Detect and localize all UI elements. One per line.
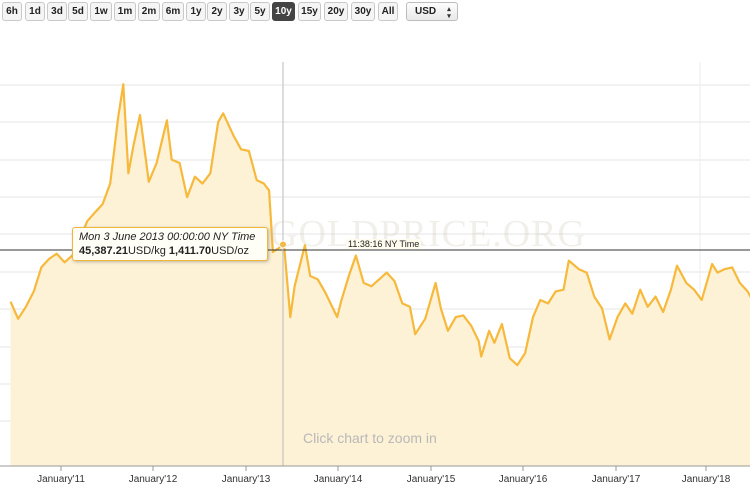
range-button-6h[interactable]: 6h — [2, 2, 22, 21]
zoom-hint: Click chart to zoom in — [303, 430, 437, 446]
x-tick-label: January'13 — [222, 474, 271, 485]
range-button-1m[interactable]: 1m — [114, 2, 136, 21]
watermark: GOLDPRICE.ORG — [270, 213, 586, 255]
range-button-6m[interactable]: 6m — [162, 2, 184, 21]
x-tick-label: January'17 — [592, 474, 641, 485]
currency-select[interactable]: USD ▴▾ — [406, 2, 458, 21]
price-area — [10, 84, 750, 466]
currency-value: USD — [415, 6, 437, 17]
gold-price-chart[interactable]: January'11 January'12 January'13 January'14… — [0, 26, 750, 500]
range-button-1y[interactable]: 1y — [186, 2, 206, 21]
range-button-3y[interactable]: 3y — [229, 2, 249, 21]
x-tick-label: January'11 — [37, 474, 85, 485]
range-button-1w[interactable]: 1w — [90, 2, 112, 21]
range-button-2m[interactable]: 2m — [138, 2, 160, 21]
range-button-5d[interactable]: 5d — [68, 2, 88, 21]
tooltip-values: 45,387.21USD/kg 1,411.70USD/oz — [79, 245, 261, 257]
tooltip-oz-value: 1,411.70 — [168, 245, 212, 257]
x-tick-label: January'14 — [314, 474, 363, 485]
tooltip-kg-value: 45,387.21 — [79, 245, 128, 257]
range-button-1d[interactable]: 1d — [25, 2, 45, 21]
range-button-15y[interactable]: 15y — [298, 2, 321, 21]
current-time-label: 11:38:16 NY Time — [346, 239, 422, 249]
range-button-2y[interactable]: 2y — [207, 2, 227, 21]
range-button-30y[interactable]: 30y — [351, 2, 375, 21]
price-line — [9, 83, 750, 367]
range-button-5y[interactable]: 5y — [250, 2, 270, 21]
tooltip-kg-unit: USD/kg — [127, 245, 166, 257]
tooltip-oz-unit: USD/oz — [211, 245, 250, 257]
range-button-3d[interactable]: 3d — [47, 2, 67, 21]
tooltip-date: Mon 3 June 2013 00:00:00 NY Time — [79, 231, 256, 243]
select-arrows-icon: ▴▾ — [445, 5, 452, 19]
range-button-20y[interactable]: 20y — [324, 2, 348, 21]
x-tick-label: January'12 — [129, 474, 178, 485]
hover-marker — [279, 240, 287, 249]
range-button-all[interactable]: All — [378, 2, 398, 21]
x-tick-label: January'16 — [499, 474, 548, 485]
range-toolbar: 6h 1d 3d 5d 1w 1m 2m 6m 1y 2y 3y 5y 10y … — [0, 0, 750, 26]
x-tick-label: January'18 — [682, 474, 731, 485]
x-tick-label: January'15 — [407, 474, 456, 485]
chart-tooltip: Mon 3 June 2013 00:00:00 NY Time 45,387.… — [72, 227, 268, 261]
range-button-10y[interactable]: 10y — [272, 2, 295, 21]
